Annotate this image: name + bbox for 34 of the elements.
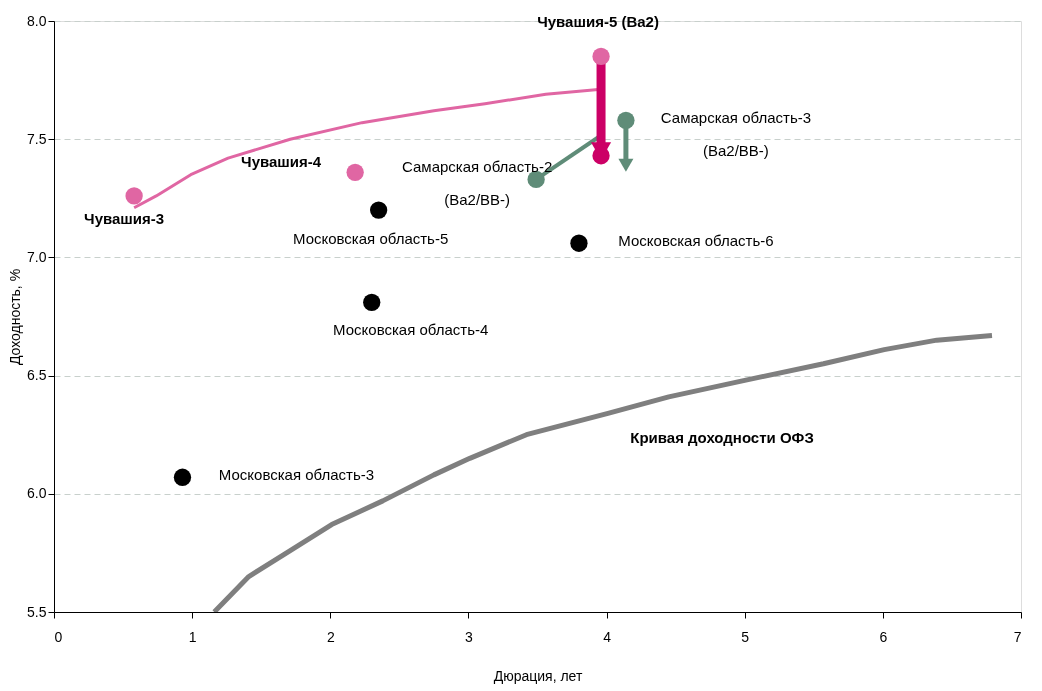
annotation: Самарская область-2 (Ba2/BB-) xyxy=(401,158,553,209)
annotation: Чувашия-4 xyxy=(241,153,322,171)
point xyxy=(363,293,381,311)
y-axis-title: Доходность, % xyxy=(7,268,24,366)
x-tick-label: 5 xyxy=(741,628,750,645)
x-tick-label: 2 xyxy=(326,628,335,645)
annotation: Кривая доходности ОФЗ xyxy=(630,428,814,446)
point xyxy=(369,201,388,219)
point xyxy=(570,234,588,252)
x-axis-title: Дюрация, лет xyxy=(493,667,583,684)
annotation: Чувашия-3 xyxy=(84,209,165,227)
y-tick-label: 7.5 xyxy=(27,130,47,147)
annotation: Московская область-6 xyxy=(618,232,774,250)
x-tick-label: 4 xyxy=(603,628,612,645)
x-tick-label: 0 xyxy=(54,628,63,645)
y-tick-label: 7.0 xyxy=(27,248,47,265)
y-tick-label: 6.0 xyxy=(27,485,47,502)
annotation: Чувашия-5 (Ba2) xyxy=(537,13,659,31)
annotation: Самарская область-3 (Ba2/BB-) xyxy=(660,109,812,160)
y-tick-label: 6.5 xyxy=(27,367,47,384)
x-tick-label: 7 xyxy=(1013,628,1022,645)
point xyxy=(617,111,635,129)
annotation: Московская область-5 xyxy=(293,230,449,248)
point xyxy=(125,187,143,205)
annotation: Московская область-4 xyxy=(333,321,489,339)
x-tick-label: 1 xyxy=(188,628,197,645)
y-tick-label: 5.5 xyxy=(27,603,47,620)
y-tick-label: 8.0 xyxy=(27,12,47,29)
annotation: Московская область-3 xyxy=(218,466,375,484)
point xyxy=(173,468,192,486)
point xyxy=(592,47,610,66)
x-tick-label: 6 xyxy=(879,628,888,645)
point xyxy=(346,163,364,181)
x-tick-label: 3 xyxy=(465,628,474,645)
